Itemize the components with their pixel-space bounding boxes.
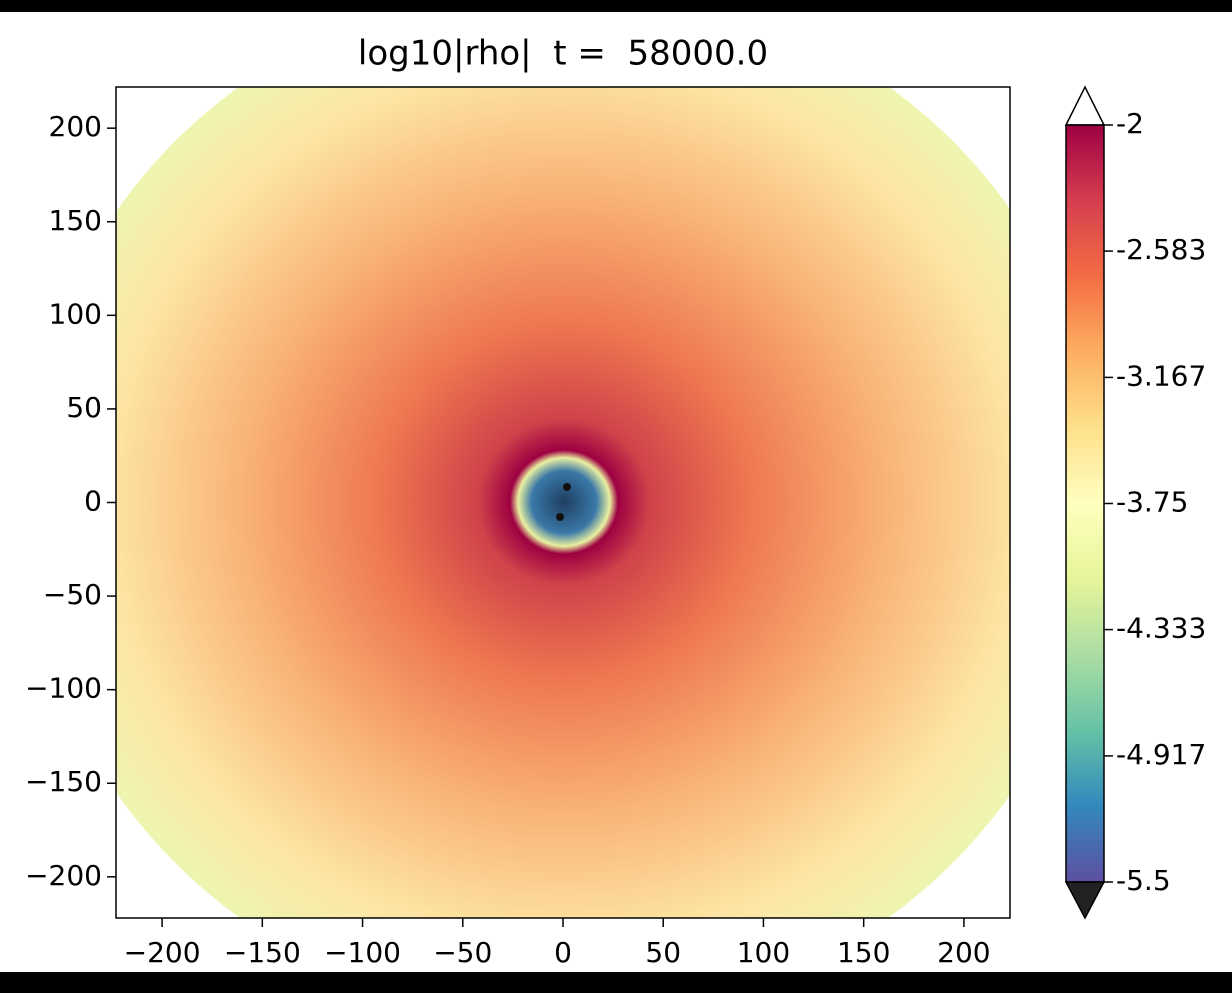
x-tick-label: −50 (433, 936, 492, 969)
y-tick-label: 100 (49, 297, 102, 330)
colorbar-tick-label: -4.333 (1116, 612, 1206, 645)
x-tick-label: −200 (124, 936, 201, 969)
x-tick-label: 50 (645, 936, 681, 969)
chart-title: log10|rho| t = 58000.0 (358, 34, 768, 74)
colorbar-tick-label: -3.167 (1116, 359, 1206, 392)
x-tick-label: 100 (737, 936, 790, 969)
colorbar-tick-label: -2.583 (1116, 233, 1206, 266)
density-disk (116, 87, 1010, 918)
image (116, 87, 1010, 918)
y-tick-label: 50 (66, 391, 102, 424)
y-tick-label: 150 (49, 204, 102, 237)
x-tick-label: 200 (937, 936, 990, 969)
point (563, 483, 571, 491)
y-tick-label: −150 (25, 765, 102, 798)
y-tick-label: 200 (49, 110, 102, 143)
y-tick-label: 0 (84, 485, 102, 518)
y-tick-label: −50 (43, 578, 102, 611)
x-tick-label: −100 (324, 936, 401, 969)
y-tick-label: −200 (25, 859, 102, 892)
colorbar-tick-label: -3.75 (1116, 486, 1188, 519)
y-tick-label: −100 (25, 672, 102, 705)
colorbar-tick-label: -5.5 (1116, 864, 1171, 897)
colorbar-tick-label: -2 (1116, 107, 1144, 140)
x-tick-label: −150 (224, 936, 301, 969)
colorbar-tick-label: -4.917 (1116, 738, 1206, 771)
x-tick-label: 0 (554, 936, 572, 969)
point (556, 513, 564, 521)
colorbar (1066, 125, 1104, 882)
x-tick-label: 150 (837, 936, 890, 969)
